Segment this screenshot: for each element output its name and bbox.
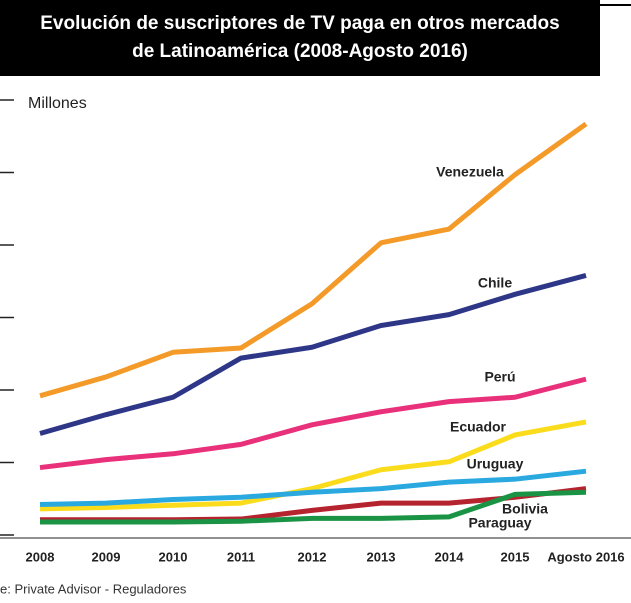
series-line [39,468,587,508]
x-tick-label: 2008 [26,549,55,564]
series-line [39,419,587,512]
series-line [40,489,587,525]
series-label: Chile [478,275,512,291]
series-label: Bolivia [502,501,548,517]
series-line [39,376,587,471]
series-line [39,273,587,436]
chart-title: Evolución de suscriptores de TV paga en … [40,13,559,34]
x-tick-label: 2015 [501,549,530,564]
series-line [39,121,588,399]
series-label: Venezuela [436,164,504,180]
title-box [0,0,600,76]
series-label: Ecuador [450,419,507,435]
x-tick-label: 2010 [159,549,188,564]
series-label: Uruguay [467,456,524,472]
x-tick-label: 2012 [298,549,327,564]
x-tick-label: 2014 [435,549,465,564]
x-tick-label: Agosto 2016 [547,549,624,564]
series-label: Paraguay [468,515,531,531]
series-label: Perú [484,369,515,385]
x-tick-label: 2011 [227,549,255,564]
y-axis-label: Millones [28,95,87,112]
x-tick-label: 2009 [92,549,121,564]
chart-title: de Latinoamérica (2008-Agosto 2016) [132,41,468,62]
source: e: Private Advisor - Reguladores [0,581,187,596]
x-tick-label: 2013 [367,549,396,564]
